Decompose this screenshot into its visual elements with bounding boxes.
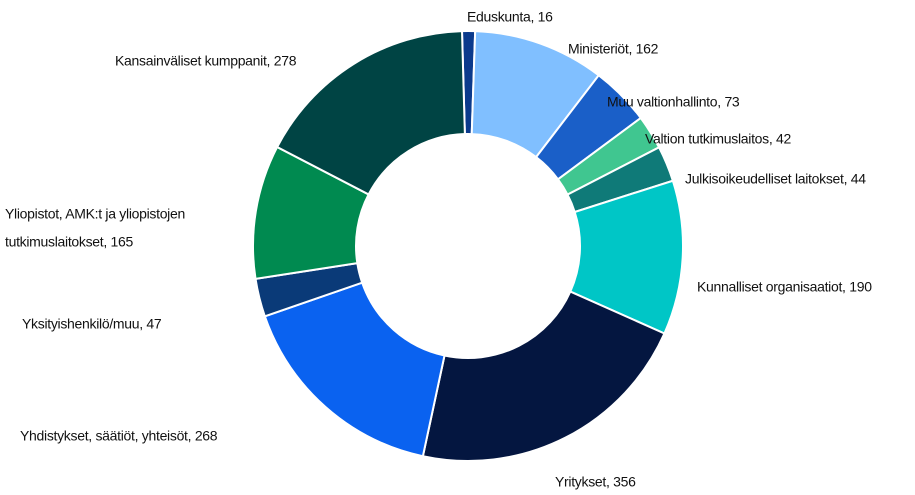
- donut-segment: [421, 290, 666, 462]
- data-label: Yliopistot, AMK:t ja yliopistojen: [5, 206, 185, 222]
- data-label: Yksityishenkilö/muu, 47: [22, 316, 162, 332]
- data-label: Yhdistykset, säätiöt, yhteisöt, 268: [20, 428, 218, 444]
- data-label: Julkisoikeudelliset laitokset, 44: [685, 171, 866, 187]
- data-label: tutkimuslaitokset, 165: [5, 234, 134, 250]
- donut-segment: [263, 281, 446, 458]
- donut-segment: [275, 30, 466, 196]
- data-label: Muu valtionhallinto, 73: [607, 94, 740, 110]
- data-label: Kunnalliset organisaatiot, 190: [697, 279, 872, 295]
- data-label: Ministeriöt, 162: [568, 41, 659, 57]
- data-label: Kansainväliset kumppanit, 278: [115, 53, 297, 69]
- data-label: Valtion tutkimuslaitos, 42: [645, 131, 792, 147]
- data-label: Yritykset, 356: [555, 474, 636, 490]
- data-label: Eduskunta, 16: [467, 9, 553, 25]
